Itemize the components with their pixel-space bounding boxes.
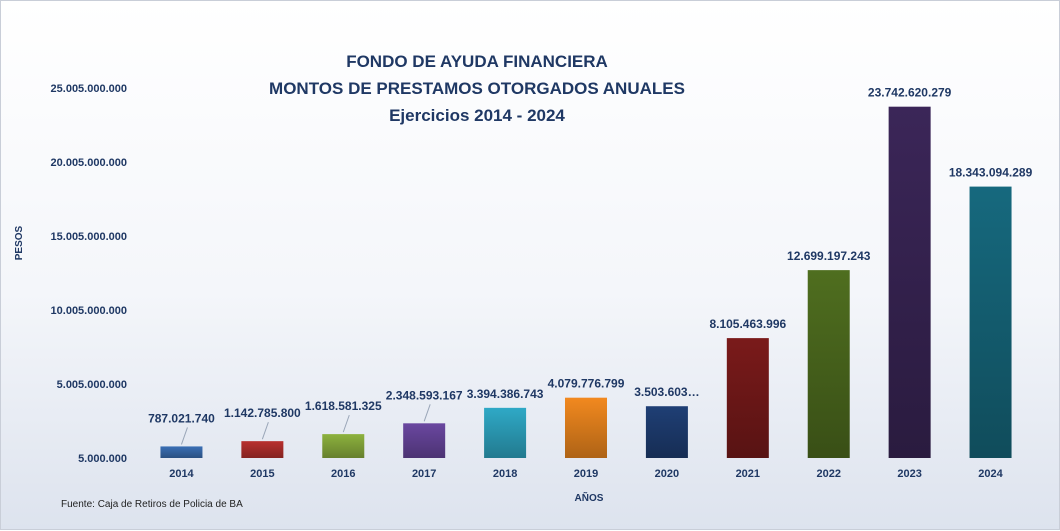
y-tick-label: 5.005.000.000 <box>57 379 127 391</box>
x-tick-label: 2019 <box>574 468 598 480</box>
data-label: 18.343.094.289 <box>949 166 1033 180</box>
bar-2014 <box>160 446 203 458</box>
y-tick-label: 20.005.000.000 <box>51 157 127 169</box>
bar-2018 <box>484 407 527 458</box>
bar-2016 <box>322 434 365 458</box>
data-label: 3.503.603… <box>634 385 699 399</box>
bar-2019 <box>565 397 607 458</box>
x-tick-label: 2016 <box>331 468 355 480</box>
data-label: 8.105.463.996 <box>709 317 786 331</box>
x-tick-label: 2018 <box>493 468 517 480</box>
chart-title-line-2: MONTOS DE PRESTAMOS OTORGADOS ANUALES <box>269 79 685 98</box>
bar-2022 <box>807 270 850 458</box>
x-tick-label: 2017 <box>412 468 436 480</box>
bar-2020 <box>645 406 688 458</box>
data-label: 12.699.197.243 <box>787 249 871 263</box>
data-label-leader <box>423 404 431 422</box>
x-tick-label: 2024 <box>978 468 1003 480</box>
chart-title-line-3: Ejercicios 2014 - 2024 <box>389 106 565 125</box>
x-tick-label: 2023 <box>897 468 921 480</box>
source-note: Fuente: Caja de Retiros de Policia de BA <box>61 499 243 510</box>
x-tick-label: 2021 <box>736 468 760 480</box>
bar-2021 <box>726 338 769 458</box>
y-tick-label: 5.000.000 <box>78 453 127 465</box>
data-label: 23.742.620.279 <box>868 86 952 100</box>
y-axis-title: PESOS <box>14 225 25 260</box>
bar-2015 <box>241 441 284 458</box>
bar-2023 <box>888 106 931 458</box>
data-label: 3.394.386.743 <box>467 387 544 401</box>
bar-2017 <box>403 423 446 458</box>
data-label-leader <box>261 421 269 440</box>
y-tick-label: 25.005.000.000 <box>51 83 127 95</box>
x-axis-title: AÑOS <box>575 491 604 504</box>
y-tick-label: 15.005.000.000 <box>51 231 127 243</box>
x-tick-label: 2020 <box>655 468 679 480</box>
x-tick-label: 2015 <box>250 468 274 480</box>
data-label-leader <box>342 414 350 433</box>
chart-title-line-1: FONDO DE AYUDA FINANCIERA <box>346 52 608 71</box>
bar-2024 <box>969 186 1012 459</box>
data-label: 1.618.581.325 <box>305 399 382 413</box>
data-label: 2.348.593.167 <box>386 388 463 402</box>
y-tick-label: 10.005.000.000 <box>51 305 127 317</box>
data-label: 4.079.776.799 <box>548 377 625 391</box>
x-tick-label: 2022 <box>816 468 840 480</box>
data-label: 787.021.740 <box>148 411 215 425</box>
data-label: 1.142.785.800 <box>224 406 301 420</box>
data-label-leader <box>180 427 188 445</box>
x-tick-label: 2014 <box>169 468 194 480</box>
